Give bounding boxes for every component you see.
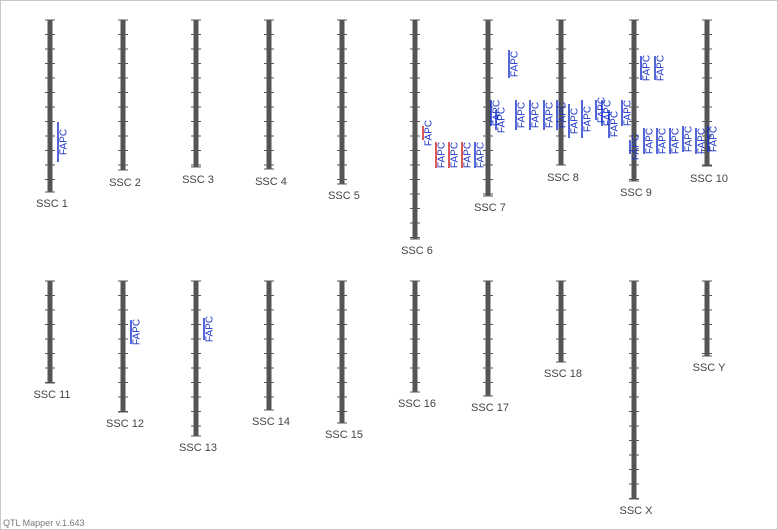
qtl-label: FAPC [437,142,448,168]
qtl-label: FAPC [463,142,474,168]
qtl-label: FAPC [132,319,143,345]
qtl-label: FAPC [510,51,521,77]
qtl-label: FAPC [656,55,667,81]
chromosome-label: SSC 7 [474,202,506,214]
qtl-label: FAPC [583,106,594,132]
qtl-label: FAPC [610,111,621,137]
qtl-label: FAPC [645,128,656,154]
chromosome [558,281,564,362]
chromosome [704,281,710,356]
chromosome-label: SSC 2 [109,177,141,189]
qtl-label: FAPC [658,128,669,154]
chromosome-label: SSC 13 [179,442,217,454]
chromosome [47,20,53,192]
chromosome [412,281,418,392]
qtl-label: FAPC [671,128,682,154]
chromosome [412,20,418,239]
qtl-label: FAPC [492,100,503,126]
chromosome-label: SSC 8 [547,172,579,184]
chromosome [266,281,272,410]
qtl-label: FAPC [424,120,435,146]
chromosome-label: SSC 17 [471,402,509,414]
chromosome [631,281,637,499]
chromosome-label: SSC 10 [690,173,728,185]
qtl-label: FAPC [450,142,461,168]
qtl-label: FAPC [697,128,708,154]
chromosome [485,20,491,196]
chromosome-label: SSC 12 [106,418,144,430]
chromosome-label: SSC 3 [182,174,214,186]
chromosome [120,20,126,170]
qtl-label: FAPC [476,142,487,168]
qtl-label: FAPC [631,134,642,160]
qtl-label: FAPC [205,316,216,342]
qtl-label: FAPC [558,102,569,128]
footer: QTL Mapper v.1.643 [3,518,85,528]
chromosome-label: SSC 18 [544,368,582,380]
chromosome [47,281,53,383]
qtl-label: FAPC [623,100,634,126]
chromosome [339,281,345,423]
chromosome-label: SSC 16 [398,398,436,410]
chromosome [339,20,345,184]
chromosome-label: SSC 4 [255,176,287,188]
qtl-label: FAPC [603,100,614,126]
chromosome [120,281,126,412]
chromosome-label: SSC X [619,505,653,517]
chromosome-label: SSC 11 [33,389,70,401]
chromosome-label: SSC 1 [36,198,68,210]
chromosome [631,20,637,181]
chromosome [193,20,199,167]
qtl-label: FAPC [545,102,556,128]
chromosome [193,281,199,436]
chromosome-label: SSC 9 [620,187,652,199]
qtl-label: FAPC [570,108,581,134]
chromosome [266,20,272,169]
qtl-label: FAPC [517,102,528,128]
chromosome-label: SSC 14 [252,416,290,428]
qtl-label: FAPC [59,129,70,155]
qtl-label: FAPC [497,107,508,133]
qtl-label: FAPC [709,126,720,152]
chromosome-label: SSC 6 [401,245,433,257]
chromosome-label: SSC 15 [325,429,363,441]
qtl-label: FAPC [531,102,542,128]
qtl-label: FAPC [642,55,653,81]
chromosome-label: SSC 5 [328,190,360,202]
chromosome-label: SSC Y [693,362,726,374]
qtl-label: FAPC [684,126,695,152]
